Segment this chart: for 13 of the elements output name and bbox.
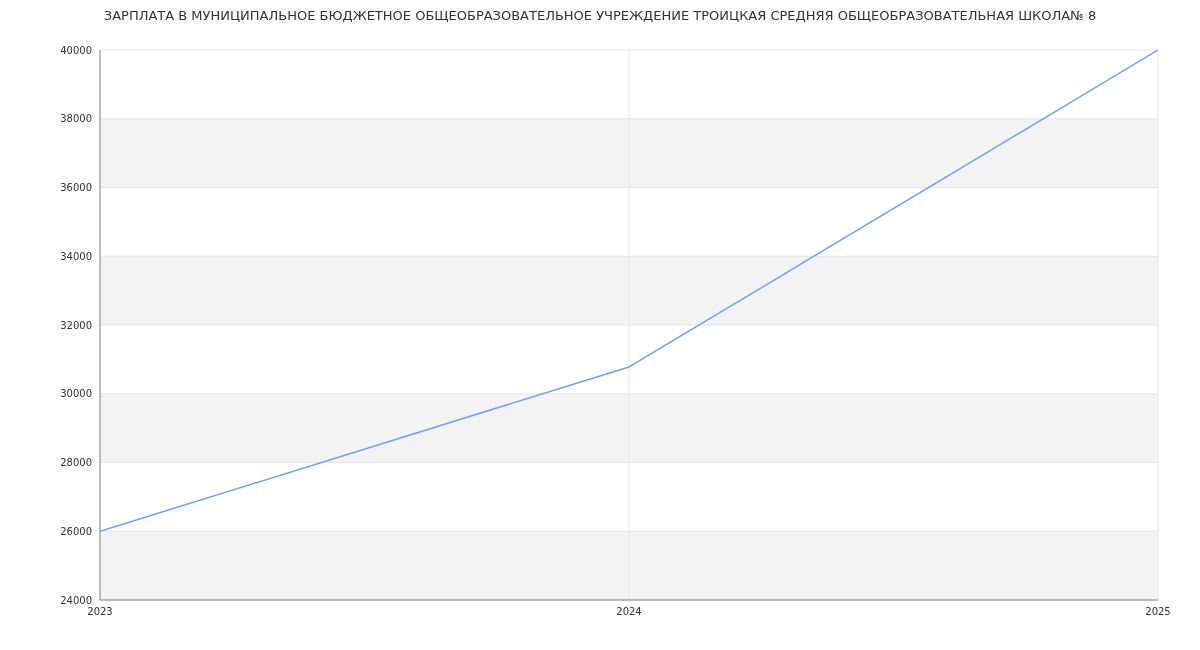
y-tick-label: 30000 [60,388,92,400]
y-tick-label: 28000 [60,457,92,469]
y-tick-label: 36000 [60,182,92,194]
y-tick-label: 26000 [60,525,92,537]
chart-title: ЗАРПЛАТА В МУНИЦИПАЛЬНОЕ БЮДЖЕТНОЕ ОБЩЕОБРАЗОВАТЕЛЬНОЕ УЧРЕЖДЕНИЕ ТРОИЦКАЯ СРЕДНЯЯ ОБЩЕОБРАЗОВАТЕЛЬНАЯ ШКОЛА№ 8 [102,8,1098,25]
x-tick-label: 2025 [1145,606,1171,618]
y-tick-label: 38000 [60,113,92,125]
y-tick-label: 32000 [60,319,92,331]
y-tick-label: 24000 [60,594,92,606]
x-tick-label: 2023 [87,606,113,618]
y-tick-label: 40000 [60,44,92,56]
x-tick-label: 2024 [616,606,642,618]
y-tick-label: 34000 [60,250,92,262]
